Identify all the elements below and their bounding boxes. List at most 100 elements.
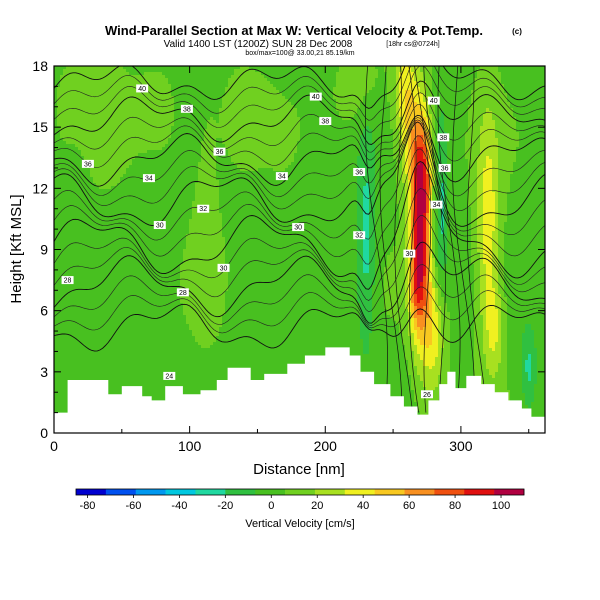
field-cell [153, 114, 157, 118]
field-cell [114, 372, 118, 376]
field-cell [129, 303, 133, 307]
field-cell [81, 156, 85, 160]
field-cell [144, 192, 148, 196]
field-cell [57, 387, 61, 391]
field-cell [78, 213, 82, 217]
field-cell [93, 186, 97, 190]
field-cell [105, 87, 109, 91]
field-cell [108, 120, 112, 124]
field-cell [54, 270, 58, 274]
field-cell [105, 183, 109, 187]
field-cell [102, 129, 106, 133]
field-cell [105, 231, 109, 235]
field-cell [171, 153, 175, 157]
field-cell [72, 294, 76, 298]
field-cell [75, 318, 79, 322]
field-cell [72, 237, 76, 241]
field-cell [90, 219, 94, 223]
field-cell [81, 114, 85, 118]
field-cell [135, 189, 139, 193]
field-cell [117, 69, 121, 73]
field-cell [99, 66, 103, 70]
field-cell [54, 303, 58, 307]
field-cell [141, 168, 145, 172]
field-cell [123, 294, 127, 298]
field-cell [129, 261, 133, 265]
field-cell [129, 249, 133, 253]
field-cell [117, 108, 121, 112]
field-cell [141, 366, 145, 370]
field-cell [102, 84, 106, 88]
field-cell [54, 276, 58, 280]
field-cell [105, 291, 109, 295]
field-cell [171, 336, 175, 340]
field-cell [138, 303, 142, 307]
field-cell [69, 135, 73, 139]
field-cell [138, 243, 142, 247]
field-cell [54, 69, 58, 73]
field-cell [69, 375, 73, 379]
field-cell [129, 66, 133, 70]
field-cell [156, 78, 160, 82]
field-cell [132, 270, 136, 274]
field-cell [63, 195, 67, 199]
field-cell [84, 315, 88, 319]
field-cell [90, 153, 94, 157]
field-cell [69, 309, 73, 313]
field-cell [78, 162, 82, 166]
field-cell [87, 297, 91, 301]
field-cell [75, 93, 79, 97]
field-cell [111, 102, 115, 106]
field-cell [60, 231, 64, 235]
field-cell [69, 102, 73, 106]
field-cell [144, 363, 148, 367]
field-cell [156, 282, 160, 286]
field-cell [141, 189, 145, 193]
field-cell [165, 381, 169, 385]
field-cell [159, 180, 163, 184]
field-cell [54, 126, 58, 130]
field-cell [153, 246, 157, 250]
field-cell [132, 246, 136, 250]
field-cell [129, 162, 133, 166]
field-cell [117, 198, 121, 202]
field-cell [171, 291, 175, 295]
field-cell [75, 231, 79, 235]
field-cell [84, 375, 88, 379]
field-cell [69, 87, 73, 91]
field-cell [96, 90, 100, 94]
field-cell [120, 255, 124, 259]
field-cell [150, 75, 154, 79]
field-cell [72, 75, 76, 79]
field-cell [165, 210, 169, 214]
field-cell [141, 243, 145, 247]
field-cell [72, 261, 76, 265]
field-cell [147, 120, 151, 124]
field-cell [111, 117, 115, 121]
field-cell [75, 348, 79, 352]
field-cell [153, 192, 157, 196]
field-cell [78, 96, 82, 100]
field-cell [174, 72, 178, 76]
field-cell [144, 96, 148, 100]
field-cell [66, 105, 70, 109]
field-cell [120, 267, 124, 271]
field-cell [150, 126, 154, 130]
field-cell [90, 186, 94, 190]
field-cell [63, 144, 67, 148]
field-cell [87, 192, 91, 196]
field-cell [159, 276, 163, 280]
field-cell [162, 192, 166, 196]
field-cell [84, 294, 88, 298]
field-cell [162, 204, 166, 208]
field-cell [81, 174, 85, 178]
field-cell [162, 291, 166, 295]
field-cell [162, 144, 166, 148]
field-cell [87, 171, 91, 175]
field-cell [168, 93, 172, 97]
field-cell [78, 222, 82, 226]
field-cell [54, 78, 58, 82]
field-cell [126, 252, 130, 256]
field-cell [87, 366, 91, 370]
field-cell [99, 312, 103, 316]
